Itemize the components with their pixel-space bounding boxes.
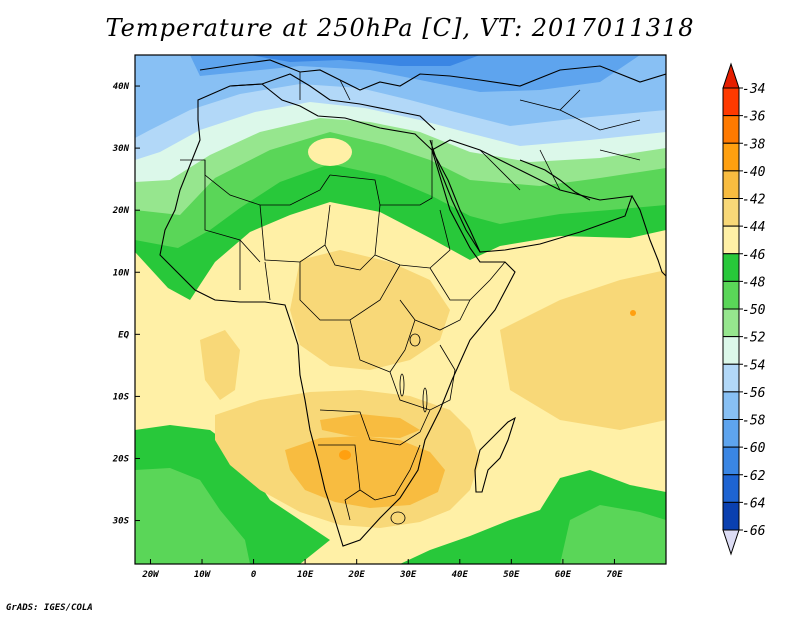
lat-label: 40N (113, 82, 130, 92)
colorbar-segment (722, 225, 740, 255)
border-congo (349, 299, 416, 373)
border-chad (324, 204, 381, 271)
colorbar-segment (722, 336, 740, 365)
warm-spot-libya (308, 138, 352, 166)
colorbar-segment (722, 253, 740, 282)
band-south-green-east-light (560, 505, 666, 564)
colorbar-label: -38 (742, 137, 766, 152)
border-west-africa (239, 240, 271, 301)
colorbar-label: -60 (742, 441, 766, 456)
border-mauritania (204, 160, 261, 263)
colorbar-label: -64 (742, 496, 765, 511)
band-minus-42-east (500, 270, 666, 430)
arabia-coastline (431, 139, 633, 253)
colorbar-label: -48 (742, 275, 766, 290)
lon-label: 0 (251, 570, 257, 580)
colorbar-label: -46 (742, 248, 766, 263)
lake-malawi (422, 387, 428, 413)
credit-footer: GrADS: IGES/COLA (6, 603, 93, 613)
colorbar-label: -62 (742, 469, 766, 484)
band-minus-38 (339, 450, 351, 460)
colorbar-label: -34 (742, 82, 765, 97)
band-minus-38-east (630, 310, 636, 316)
lat-label: 30N (112, 144, 130, 154)
colorbar-segment (722, 363, 740, 393)
lon-label: 10E (297, 570, 314, 580)
colorbar-label: -56 (742, 386, 766, 401)
colorbar-label: -36 (742, 110, 766, 125)
colorbar-segment (722, 419, 740, 448)
colorbar-label: -54 (742, 358, 765, 373)
colorbar-label: -66 (742, 524, 766, 539)
map-title: Temperature at 250hPa [C], VT: 201701131… (105, 14, 695, 42)
colorbar-segment (722, 474, 740, 503)
border-angola-zambia (319, 409, 431, 446)
lat-label: 30S (112, 517, 130, 527)
band-minus-60 (250, 55, 480, 66)
band-south-green-west-light (135, 468, 250, 564)
latitude-axis: 40N 30N 20N 10N EQ 10S 20S 30S (112, 82, 140, 527)
colorbar-label: -52 (742, 331, 766, 346)
coastlines (159, 59, 666, 547)
lakes (390, 333, 428, 525)
border-libya-egypt (329, 140, 433, 206)
colorbar-segment (722, 87, 740, 117)
colorbar-label: -50 (742, 303, 766, 318)
colorbar-segment (722, 198, 740, 227)
colorbar-label: -58 (742, 414, 766, 429)
colorbar-segment (722, 115, 740, 144)
colorbar-segment (722, 308, 740, 338)
madagascar-coastline (474, 416, 516, 493)
country-borders (180, 72, 641, 521)
temperature-field (135, 55, 666, 564)
lat-label: 10N (113, 268, 130, 278)
lon-label: 40E (452, 570, 469, 580)
colorbar-segment (722, 446, 740, 476)
lake-tanganyika (399, 373, 405, 397)
india-coastline (631, 195, 666, 277)
border-south-africa (344, 489, 361, 521)
lon-label: 70E (606, 570, 623, 580)
europe-coastline (199, 59, 666, 91)
border-tanzania (389, 344, 456, 411)
lon-label: 30E (399, 570, 417, 580)
lat-label: 10S (113, 392, 130, 402)
persian-gulf (519, 159, 591, 201)
border-nigeria-car (299, 262, 401, 321)
colorbar-segment (722, 391, 740, 420)
mediterranean-coast (229, 73, 436, 131)
colorbar-segment (722, 142, 740, 172)
colorbar-bottom-arrow (722, 529, 740, 556)
border-middle-east (479, 109, 641, 191)
colorbar-segment (722, 501, 740, 531)
colorbar: -34 -36 -38 -40 -42 -44 -46 -48 -50 -52 -54 -56 -58 -… (722, 62, 766, 556)
lat-label: 20S (112, 454, 130, 464)
colorbar-segment (722, 170, 740, 199)
colorbar-label: -44 (742, 220, 765, 235)
colorbar-segment (722, 280, 740, 310)
band-minus-42-west (200, 330, 240, 400)
lat-label: EQ (118, 330, 129, 340)
lon-label: 20E (348, 570, 366, 580)
lat-label: 20N (112, 206, 130, 216)
colorbar-label: -42 (742, 193, 766, 208)
map-frame (134, 54, 667, 565)
lon-label: 50E (503, 570, 520, 580)
longitude-axis: 20W 10W 0 10E 20E 30E 40E 50E 60E 70E (141, 559, 623, 580)
lake-victoria (409, 333, 421, 347)
colorbar-label: -40 (742, 165, 766, 180)
colorbar-top-arrow (722, 62, 740, 89)
red-sea-coast (429, 139, 481, 253)
lon-label: 10W (194, 570, 212, 580)
africa-coastline (159, 83, 516, 547)
border-europe (299, 72, 351, 101)
border-asia (519, 89, 641, 161)
lon-label: 60E (555, 570, 572, 580)
border-kenya (414, 299, 471, 331)
band-minus-40-north (320, 414, 420, 438)
lesotho (390, 511, 406, 525)
lon-label: 20W (141, 570, 160, 580)
border-namibia-botswana (318, 444, 421, 501)
